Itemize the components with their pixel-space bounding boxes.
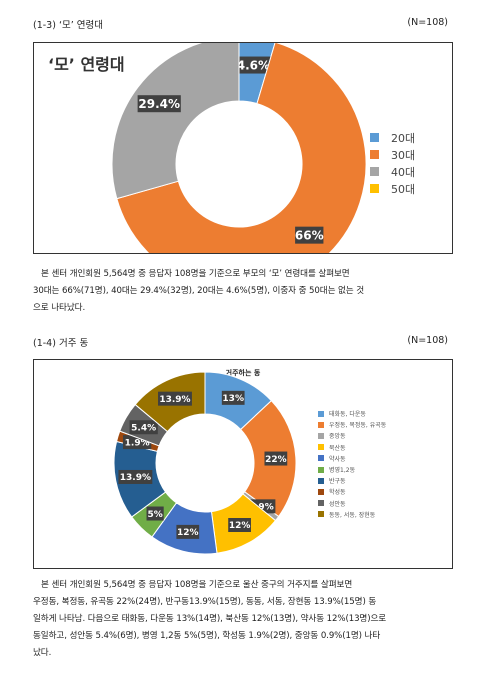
data-label: 13% <box>222 394 244 404</box>
data-label-box <box>264 451 288 466</box>
legend-item: 40대 <box>370 163 415 180</box>
data-label: 66% <box>295 228 324 242</box>
data-label: 1.9% <box>125 438 150 448</box>
data-label-box <box>235 56 272 74</box>
legend-item: 학성동 <box>318 486 386 497</box>
legend-item: 동동, 서동, 장현동 <box>318 509 386 520</box>
age-chart-title: ‘모’ 연령대 <box>48 55 125 74</box>
legend-item: 20대 <box>370 129 415 146</box>
section2-header: (1-4) 거주 동 (N=108) <box>33 335 448 349</box>
legend-item: 병영1,2동 <box>318 464 386 475</box>
legend-item: 성안동 <box>318 498 386 509</box>
legend-item: 50대 <box>370 180 415 197</box>
section1-heading: (1-3) ‘모’ 연령대 <box>33 20 103 31</box>
legend-swatch <box>318 444 324 451</box>
legend-item: 30대 <box>370 146 415 163</box>
legend-label: 학성동 <box>329 489 346 497</box>
data-label-box <box>146 506 164 521</box>
data-label: 22% <box>265 455 287 465</box>
section2-paragraph-line: 일하게 나타남. 다음으로 태화동, 다운동 13%(14명), 북산동 12%… <box>33 614 387 624</box>
data-label: 29.4% <box>138 97 180 111</box>
legend-swatch <box>370 167 379 176</box>
legend-label: 30대 <box>391 148 416 162</box>
district-chart-title: 거주하는 동 <box>225 369 261 377</box>
legend-swatch <box>318 455 324 462</box>
legend-label: 동동, 서동, 장현동 <box>329 511 376 519</box>
legend-item: 우정동, 복정동, 유곡동 <box>318 419 386 430</box>
data-label: 13.9% <box>159 395 190 405</box>
legend-label: 성안동 <box>329 500 346 508</box>
legend-swatch <box>318 500 324 507</box>
legend-label: 우정동, 복정동, 유곡동 <box>329 422 387 430</box>
legend-label: 북산동 <box>329 444 346 452</box>
district-chart-box: 거주하는 동 13% 22% 0.9% 12% 12% 5% 13.9% 1.9% 5.4% 13… <box>33 359 453 569</box>
data-label-box <box>137 95 181 113</box>
section1-paragraph-line: 본 센터 개인회원 5,564명 중 응답자 108명을 기준으로 부모의 ‘모… <box>41 269 350 279</box>
legend-item: 북산동 <box>318 442 386 453</box>
data-label: 5% <box>147 510 162 520</box>
legend-label: 20대 <box>391 131 416 145</box>
data-label: 4.6% <box>237 58 270 72</box>
donut-slice <box>116 43 367 253</box>
age-donut-chart: 4.6% 66% 29.4% <box>111 43 367 253</box>
legend-label: 반구동 <box>329 478 346 486</box>
legend-label: 태화동, 다운동 <box>329 411 366 419</box>
legend-swatch <box>318 511 324 518</box>
legend-item: 약사동 <box>318 453 386 464</box>
section1-paragraph-line: 30대는 66%(71명), 40대는 29.4%(32명), 20대는 4.6… <box>33 286 365 296</box>
district-donut-chart: 13% 22% 0.9% 12% 12% 5% 13.9% 1.9% 5.4% 13.9% <box>113 371 297 555</box>
legend-swatch <box>370 150 379 159</box>
legend-swatch <box>370 184 379 193</box>
data-label-box <box>129 420 158 435</box>
donut-slice <box>111 43 240 200</box>
legend-label: 병영1,2동 <box>329 467 356 475</box>
legend-swatch <box>318 488 324 495</box>
legend-swatch <box>318 466 324 473</box>
data-label-box <box>295 226 324 244</box>
section2-paragraph: 본 센터 개인회원 5,564명 중 응답자 108명을 기준으로 울산 중구의… <box>33 577 451 662</box>
section2-n-label: (N=108) <box>407 335 448 346</box>
legend-label: 중앙동 <box>329 433 346 441</box>
legend-label: 50대 <box>391 182 416 196</box>
legend-swatch <box>370 133 379 142</box>
legend-swatch <box>318 432 324 439</box>
data-label-box <box>118 469 153 484</box>
section1-header: (1-3) ‘모’ 연령대 (N=108) <box>33 17 448 31</box>
data-label-box <box>221 390 245 405</box>
data-label: 12% <box>229 521 251 531</box>
section1-paragraph: 본 센터 개인회원 5,564명 중 응답자 108명을 기준으로 부모의 ‘모… <box>33 266 451 317</box>
legend-item: 중앙동 <box>318 430 386 441</box>
section2-paragraph-line: 동일하고, 성안동 5.4%(6명), 병영 1,2동 5%(5명), 학성동 … <box>33 631 381 641</box>
section2-paragraph-line: 본 센터 개인회원 5,564명 중 응답자 108명을 기준으로 울산 중구의… <box>41 580 353 590</box>
data-label-box <box>176 524 200 539</box>
section2-paragraph-line: 우정동, 복정동, 유곡동 22%(24명), 반구동13.9%(15명), 동… <box>33 597 377 607</box>
age-chart-legend: 20대 30대 40대 50대 <box>370 129 415 197</box>
data-label: 13.9% <box>120 473 151 483</box>
section2-heading: (1-4) 거주 동 <box>33 338 89 349</box>
data-label-box <box>158 391 192 406</box>
data-label: 5.4% <box>131 423 156 433</box>
legend-swatch <box>318 477 324 484</box>
data-label: 0.9% <box>249 503 274 513</box>
section2-paragraph-line: 났다. <box>33 648 52 658</box>
section1-n-label: (N=108) <box>407 17 448 28</box>
legend-label: 40대 <box>391 165 416 179</box>
age-chart-box: ‘모’ 연령대 4.6% 66% 29.4% 20대 30대 40대 50대 <box>33 42 453 254</box>
legend-item: 태화동, 다운동 <box>318 408 386 419</box>
legend-swatch <box>318 421 324 428</box>
legend-label: 약사동 <box>329 455 346 463</box>
section1-paragraph-line: 으로 나타났다. <box>33 303 86 313</box>
data-label: 12% <box>177 528 199 538</box>
data-label-box <box>228 518 251 533</box>
legend-item: 반구동 <box>318 475 386 486</box>
legend-swatch <box>318 410 324 417</box>
